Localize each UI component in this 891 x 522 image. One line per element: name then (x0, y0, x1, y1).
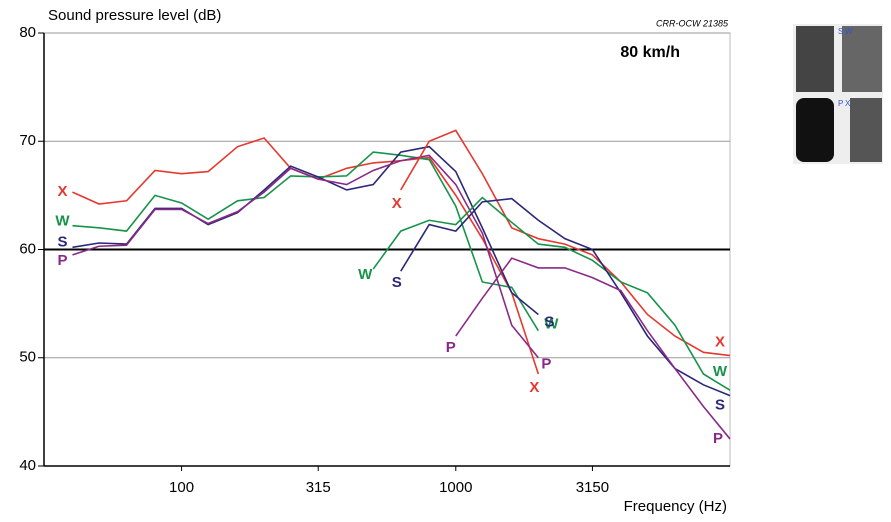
series-label: P (57, 252, 67, 269)
series-label: W (544, 316, 559, 333)
series-label: X (392, 195, 402, 212)
series-line (400, 129, 731, 357)
x-axis-label: Frequency (Hz) (624, 498, 727, 515)
y-tick-label: 40 (19, 457, 36, 474)
inset-label: X (845, 99, 851, 108)
tire-s (796, 26, 834, 92)
series-label: W (713, 363, 728, 380)
series-label: S (544, 313, 554, 330)
series-label: P (446, 339, 456, 356)
series-line (400, 197, 731, 397)
tire-inset: S W P X (793, 24, 883, 164)
x-tick-label: 100 (169, 479, 194, 496)
series-label: W (55, 213, 70, 230)
tire-p (796, 98, 834, 162)
series-label: X (529, 379, 539, 396)
code-label: CRR-OCW 21385 (656, 18, 729, 28)
y-tick-label: 50 (19, 349, 36, 366)
tire-w (842, 26, 882, 92)
chart-title: 80 km/h (620, 44, 680, 61)
series-label: W (358, 266, 373, 283)
series-label: P (713, 430, 723, 447)
series-line (72, 145, 539, 316)
inset-label: S (838, 27, 843, 36)
series-line (72, 151, 540, 332)
series-label: X (715, 334, 725, 351)
series-label: X (57, 183, 67, 200)
y-tick-label: 70 (19, 132, 36, 149)
series-line (372, 196, 731, 391)
inset-label: W (845, 27, 853, 36)
y-tick-label: 60 (19, 240, 36, 257)
inset-label: P (838, 99, 843, 108)
series-line (455, 257, 731, 440)
series-label: S (392, 274, 402, 291)
x-tick-label: 315 (306, 479, 331, 496)
y-axis-label: Sound pressure level (dB) (48, 7, 221, 24)
series-label: P (541, 356, 551, 373)
series-label: S (57, 233, 67, 250)
tire-x (850, 98, 882, 162)
x-tick-label: 1000 (439, 479, 472, 496)
series-line (72, 154, 539, 359)
x-tick-label: 3150 (576, 479, 609, 496)
y-tick-label: 80 (19, 24, 36, 41)
series-label: S (715, 397, 725, 414)
